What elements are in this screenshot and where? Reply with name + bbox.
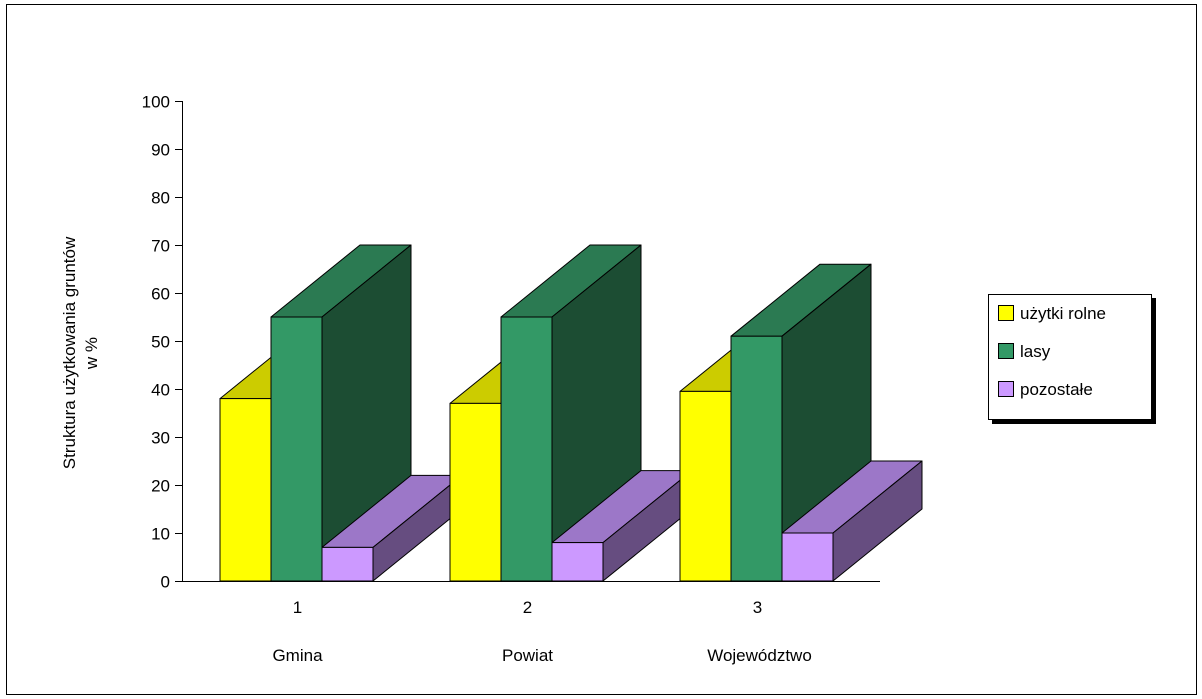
bar-front-face bbox=[781, 532, 834, 582]
legend-label: lasy bbox=[1020, 342, 1051, 361]
legend-swatch bbox=[998, 305, 1014, 321]
y-axis-title-line-2: w % bbox=[82, 337, 101, 370]
bar bbox=[321, 474, 463, 582]
y-tick-label: 0 bbox=[161, 573, 170, 592]
legend-box bbox=[988, 294, 1152, 420]
x-axis: 1 Gmina 2 Powiat 3 Województwo bbox=[182, 581, 880, 665]
bar-front-face bbox=[219, 398, 272, 582]
bars bbox=[219, 244, 923, 582]
y-axis-title-line-1: Struktura użytkowania gruntów bbox=[60, 236, 79, 469]
category-group bbox=[449, 244, 693, 582]
y-tick-label: 50 bbox=[151, 333, 170, 352]
legend-swatch bbox=[998, 381, 1014, 397]
legend-label: użytki rolne bbox=[1020, 304, 1106, 323]
y-tick-label: 90 bbox=[151, 141, 170, 160]
x-tick-label: 3 bbox=[753, 598, 762, 617]
bar bbox=[781, 460, 923, 582]
y-tick-label: 60 bbox=[151, 285, 170, 304]
x-tick-label: 1 bbox=[293, 598, 302, 617]
y-tick-label: 20 bbox=[151, 477, 170, 496]
bar bbox=[500, 244, 642, 582]
y-tick-label: 80 bbox=[151, 189, 170, 208]
y-tick-label: 100 bbox=[142, 93, 170, 112]
category-group bbox=[219, 244, 463, 582]
category-group bbox=[679, 263, 923, 582]
y-tick-label: 10 bbox=[151, 525, 170, 544]
legend-item: lasy bbox=[998, 342, 1051, 361]
bar-front-face bbox=[500, 316, 553, 582]
y-tick-label: 40 bbox=[151, 381, 170, 400]
x-tick-label: 2 bbox=[523, 598, 532, 617]
legend: użytki rolne lasy pozostałe bbox=[988, 294, 1156, 424]
y-tick-label: 30 bbox=[151, 429, 170, 448]
category-name-label: Gmina bbox=[272, 646, 323, 665]
legend-item: pozostałe bbox=[998, 380, 1093, 399]
bar-front-face bbox=[679, 390, 732, 582]
y-axis: 0 10 20 30 40 50 60 70 80 90 100 bbox=[142, 93, 183, 592]
bar-front-face bbox=[270, 316, 323, 582]
bar-front-face bbox=[449, 402, 502, 582]
legend-swatch bbox=[998, 343, 1014, 359]
y-tick-label: 70 bbox=[151, 237, 170, 256]
bar-front-face bbox=[730, 335, 783, 582]
legend-item: użytki rolne bbox=[998, 304, 1106, 323]
bar-front-face bbox=[321, 546, 374, 582]
bar-front-face bbox=[551, 542, 604, 582]
category-name-label: Województwo bbox=[707, 646, 812, 665]
bar bbox=[551, 470, 693, 582]
legend-label: pozostałe bbox=[1020, 380, 1093, 399]
y-axis-title: Struktura użytkowania gruntów w % bbox=[60, 236, 101, 469]
category-name-label: Powiat bbox=[502, 646, 553, 665]
